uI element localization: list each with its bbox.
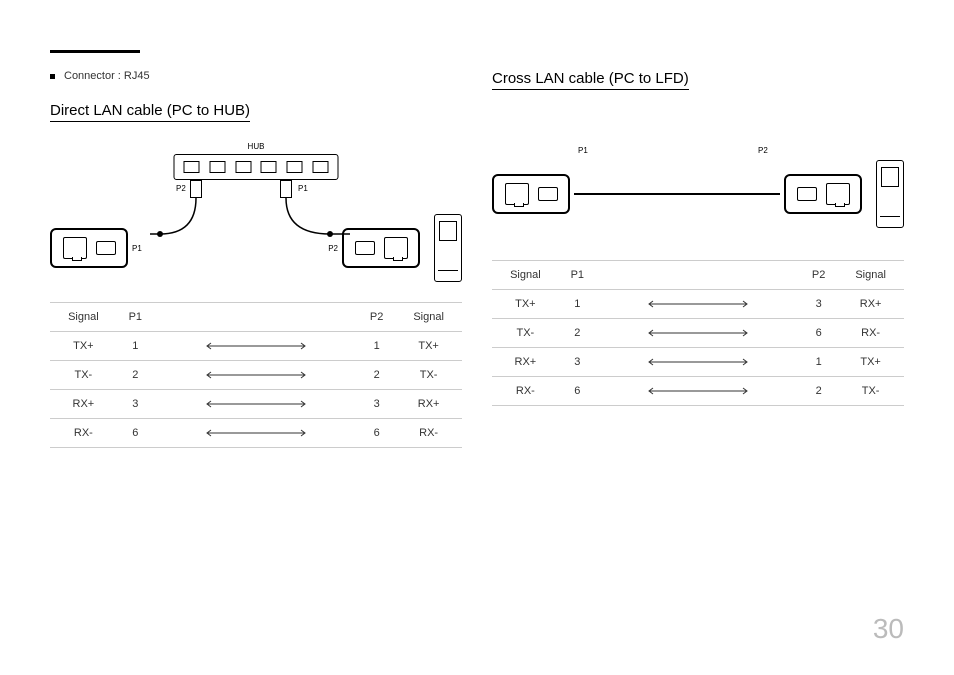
cable-line-icon: [574, 193, 780, 195]
cell-p1: 6: [117, 419, 154, 448]
cell-signal-r: TX+: [395, 332, 462, 361]
left-column: Connector : RJ45 Direct LAN cable (PC to…: [50, 70, 462, 448]
plug-icon: [355, 241, 375, 255]
cell-signal-r: TX+: [837, 348, 904, 377]
cross-lan-table: Signal P1 P2 Signal TX+1 3RX+TX-2 6RX-RX…: [492, 260, 904, 406]
page-number: 30: [873, 613, 904, 645]
col-signal-l: Signal: [492, 261, 559, 290]
col-p2: P2: [800, 261, 837, 290]
direct-lan-table: Signal P1 P2 Signal TX+1 1TX+TX-2 2TX-RX…: [50, 302, 462, 448]
direct-lan-diagram: HUB P2 P1: [50, 142, 462, 282]
cell-signal-l: RX-: [492, 377, 559, 406]
cell-p2: 3: [800, 290, 837, 319]
pc-tower-icon: [434, 214, 462, 282]
cell-signal-r: TX-: [837, 377, 904, 406]
col-signal-r: Signal: [395, 303, 462, 332]
cell-p2: 1: [800, 348, 837, 377]
cell-p1: 3: [559, 348, 596, 377]
col-signal-l: Signal: [50, 303, 117, 332]
table-row: RX-6 2TX-: [492, 377, 904, 406]
cell-p2: 6: [358, 419, 395, 448]
plug-icon: [797, 187, 817, 201]
cell-arrow-icon: [596, 348, 800, 377]
cell-p2: 3: [358, 390, 395, 419]
cell-p1: 6: [559, 377, 596, 406]
table-row: TX-2 6RX-: [492, 319, 904, 348]
pc-tower-icon: [876, 160, 904, 228]
rj45-port-icon: [826, 183, 850, 205]
direct-lan-title: Direct LAN cable (PC to HUB): [50, 102, 250, 122]
table-row: RX-6 6RX-: [50, 419, 462, 448]
table-row: TX-2 2TX-: [50, 361, 462, 390]
device-box-right: [784, 174, 862, 214]
col-p2: P2: [358, 303, 395, 332]
cell-signal-l: RX+: [492, 348, 559, 377]
cell-p2: 1: [358, 332, 395, 361]
cell-p1: 2: [117, 361, 154, 390]
right-column: Cross LAN cable (PC to LFD) P1 P2 S: [492, 70, 904, 448]
table-row: RX+3 3RX+: [50, 390, 462, 419]
cell-p1: 3: [117, 390, 154, 419]
cell-signal-l: TX-: [50, 361, 117, 390]
cell-arrow-icon: [154, 390, 358, 419]
cell-p2: 6: [800, 319, 837, 348]
cell-signal-r: RX+: [395, 390, 462, 419]
table-row: TX+1 1TX+: [50, 332, 462, 361]
rj45-port-icon: [505, 183, 529, 205]
col-signal-r: Signal: [837, 261, 904, 290]
p2-label: P2: [758, 146, 768, 155]
device-box-left: [492, 174, 570, 214]
cell-signal-l: RX-: [50, 419, 117, 448]
connector-bullet: Connector : RJ45: [50, 70, 462, 82]
cell-arrow-icon: [596, 290, 800, 319]
rj45-port-icon: [63, 237, 87, 259]
cell-arrow-icon: [154, 332, 358, 361]
table-row: RX+3 1TX+: [492, 348, 904, 377]
table-row: TX+1 3RX+: [492, 290, 904, 319]
p2-label: P2: [328, 244, 338, 253]
cell-signal-l: RX+: [50, 390, 117, 419]
cell-p1: 1: [117, 332, 154, 361]
cell-arrow-icon: [154, 419, 358, 448]
cell-p1: 2: [559, 319, 596, 348]
col-p1: P1: [117, 303, 154, 332]
col-arrow: [596, 261, 800, 290]
cell-signal-r: RX-: [395, 419, 462, 448]
cell-signal-r: TX-: [395, 361, 462, 390]
cell-arrow-icon: [596, 377, 800, 406]
plug-icon: [538, 187, 558, 201]
cell-p2: 2: [358, 361, 395, 390]
p1-label: P1: [578, 146, 588, 155]
cell-signal-r: RX-: [837, 319, 904, 348]
cell-signal-l: TX-: [492, 319, 559, 348]
col-p1: P1: [559, 261, 596, 290]
cell-p2: 2: [800, 377, 837, 406]
plug-icon: [96, 241, 116, 255]
header-rule: [50, 50, 140, 53]
device-box-right: [342, 228, 420, 268]
cell-signal-r: RX+: [837, 290, 904, 319]
rj45-port-icon: [384, 237, 408, 259]
cell-arrow-icon: [596, 319, 800, 348]
cell-signal-l: TX+: [492, 290, 559, 319]
cross-lan-title: Cross LAN cable (PC to LFD): [492, 70, 689, 90]
cell-p1: 1: [559, 290, 596, 319]
cell-signal-l: TX+: [50, 332, 117, 361]
cell-arrow-icon: [154, 361, 358, 390]
cross-lan-diagram: P1 P2: [492, 140, 904, 240]
p1-label: P1: [132, 244, 142, 253]
device-box-left: [50, 228, 128, 268]
col-arrow: [154, 303, 358, 332]
